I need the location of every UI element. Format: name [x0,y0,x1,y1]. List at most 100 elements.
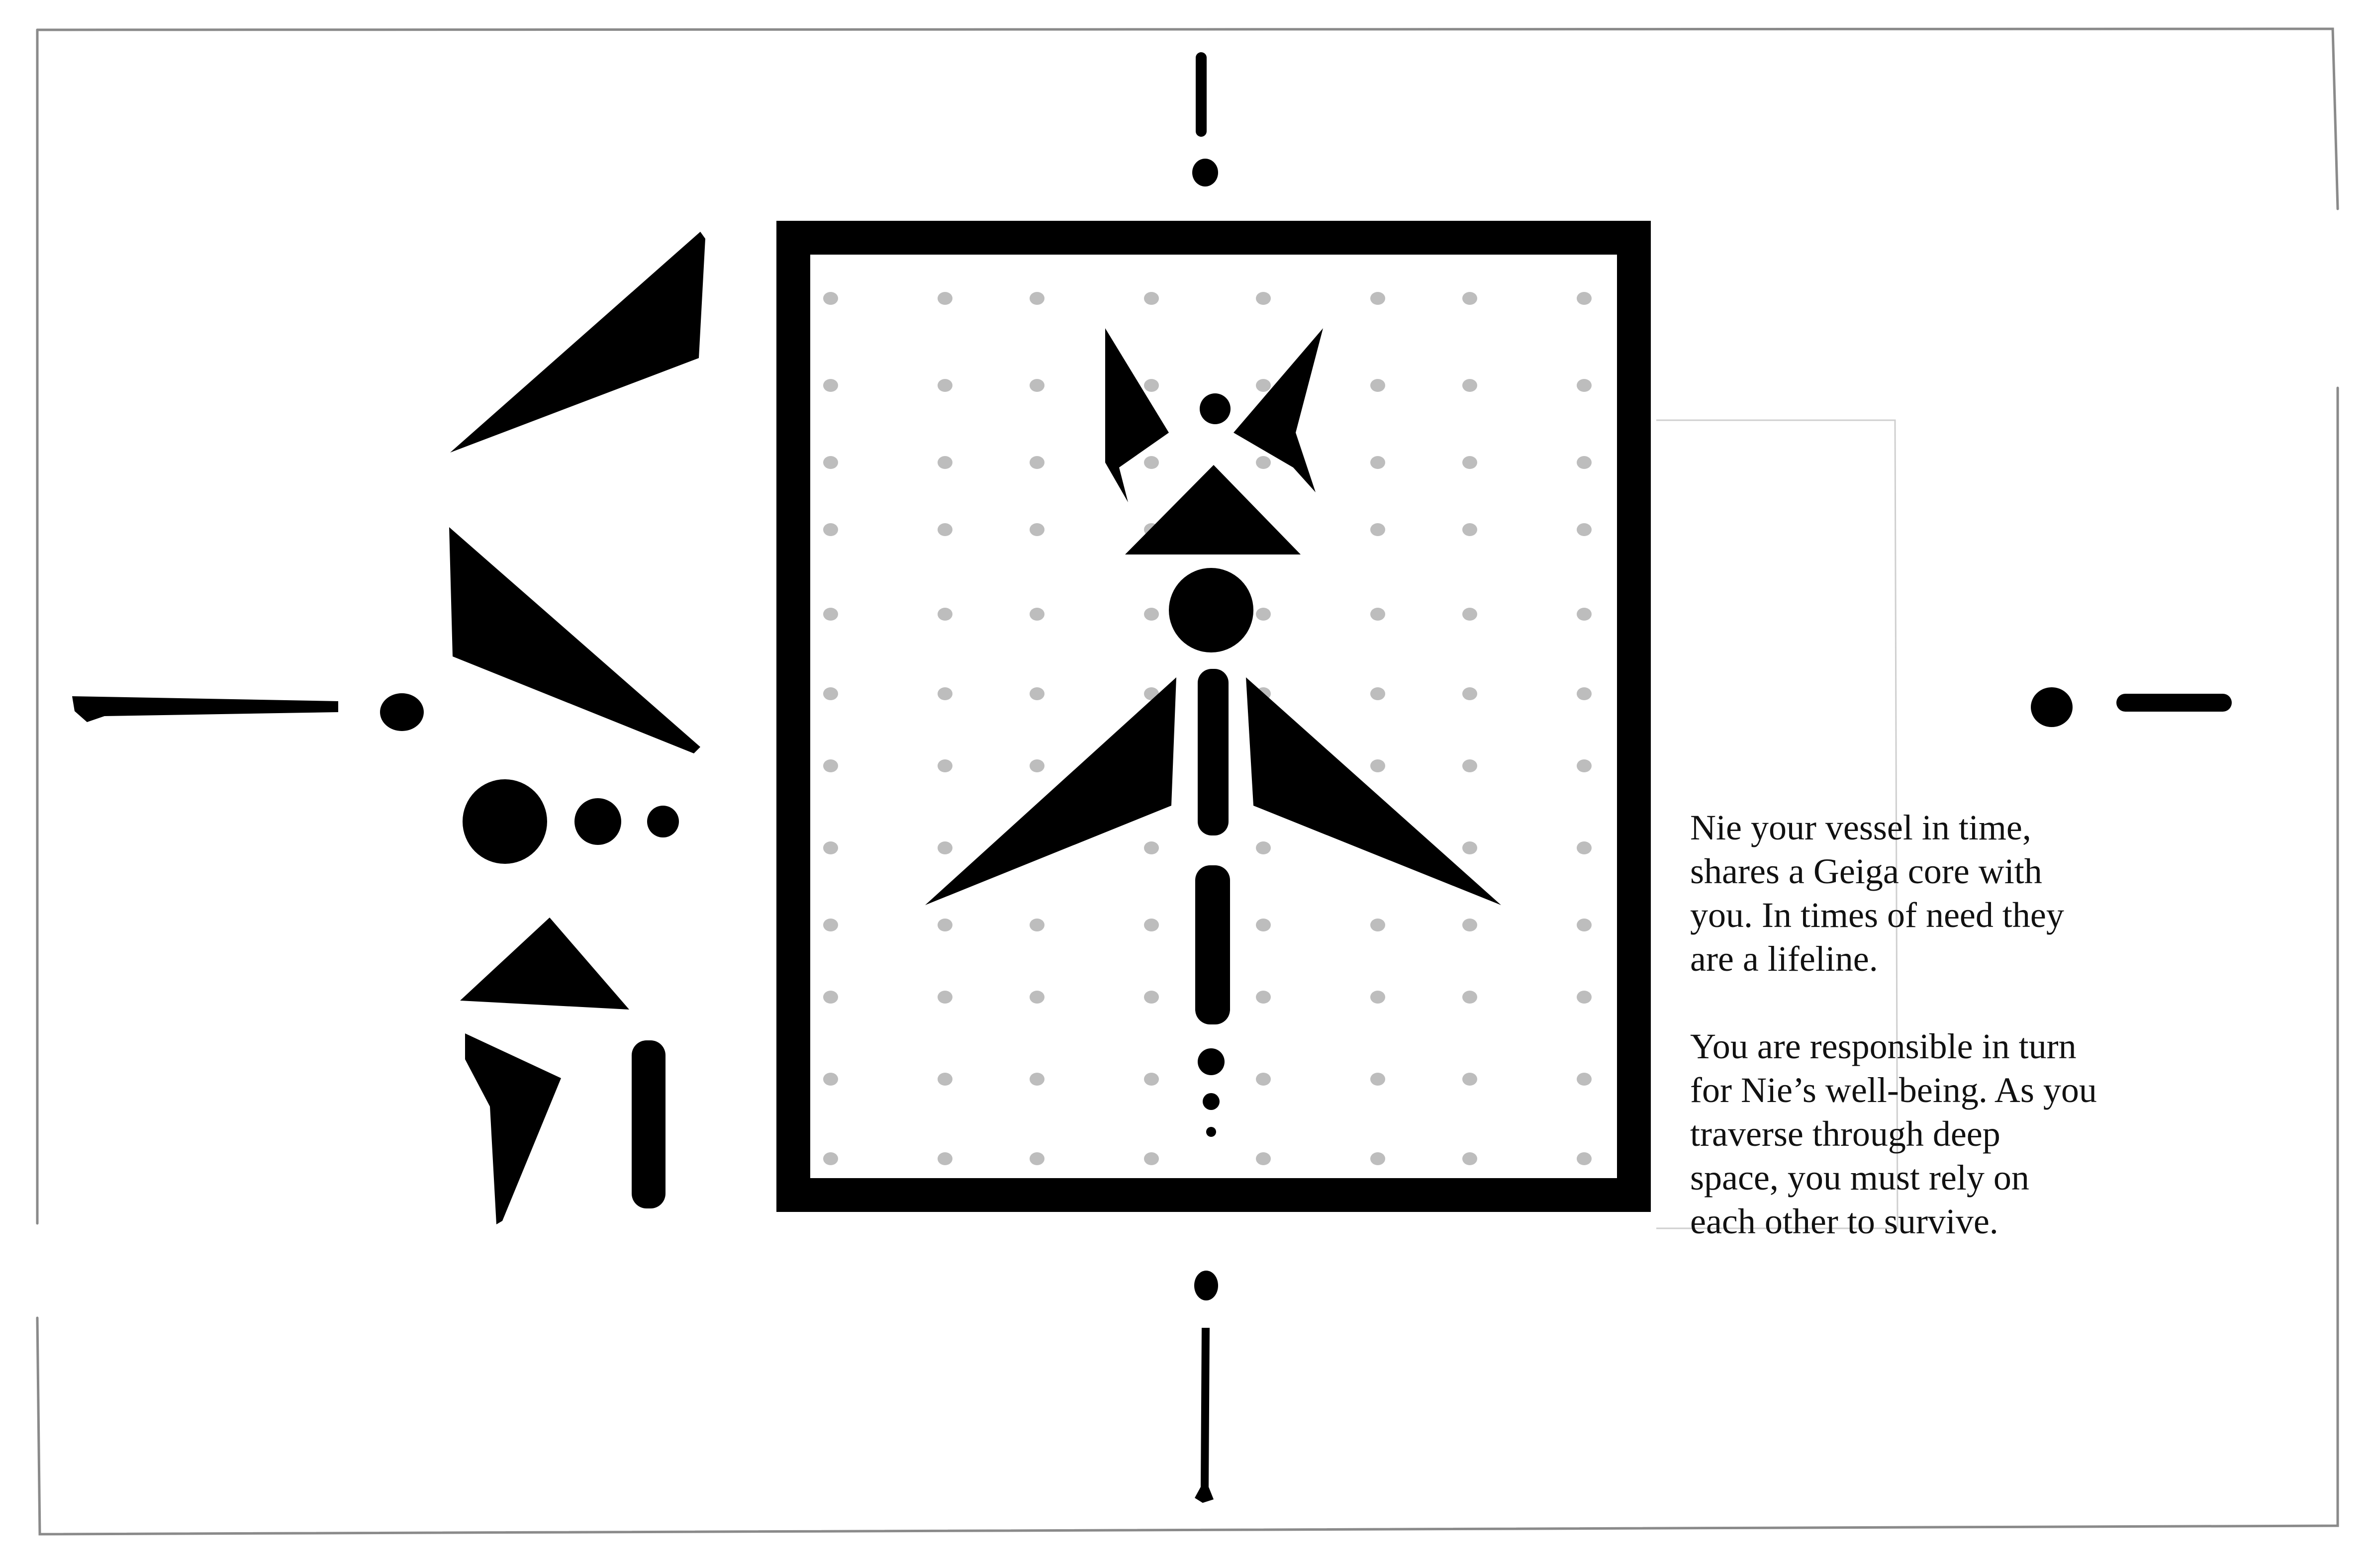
grid-dot [938,523,952,536]
compass-marks [72,52,2232,1503]
grid-dot [1462,759,1477,772]
frame-panel [776,221,1651,1212]
grid-dot [1030,759,1045,772]
grid-dot [1030,991,1045,1004]
caption-line: Nie your vessel in time, [1690,808,2031,847]
grid-dot [823,608,838,621]
grid-dot [938,1073,952,1086]
caption-paragraph-1: Nie your vessel in time, shares a Geiga … [1690,806,2187,981]
dot-grid [823,292,1592,1165]
grid-dot [823,759,838,772]
grid-dot [1030,292,1045,305]
caption-line: traverse through deep [1690,1114,2000,1154]
grid-dot [938,292,952,305]
grid-dot [938,687,952,700]
grid-dot [1144,1073,1159,1086]
grid-dot [1256,991,1271,1004]
grid-dot [1030,687,1045,700]
grid-dot [1144,1152,1159,1165]
grid-dot [1144,608,1159,621]
grid-dot [1577,1152,1592,1165]
grid-dot [1370,379,1385,392]
grid-dot [1577,1073,1592,1086]
grid-dot [1030,1152,1045,1165]
grid-dot [1030,919,1045,931]
grid-dot [1370,608,1385,621]
grid-dot [1144,991,1159,1004]
grid-dot [1577,687,1592,700]
grid-dot [1577,523,1592,536]
grid-dot [1577,919,1592,931]
grid-dot [1256,1152,1271,1165]
grid-dot [823,1073,838,1086]
grid-dot [1144,456,1159,469]
grid-dot [1030,608,1045,621]
caption-line: shares a Geiga core with [1690,851,2042,891]
grid-dot [1370,1073,1385,1086]
grid-dot [1462,292,1477,305]
grid-dot [823,379,838,392]
grid-dot [938,379,952,392]
grid-dot [1462,687,1477,700]
grid-dot [1256,456,1271,469]
caption-line: You are responsible in turn [1690,1026,2077,1066]
inner-faint-lines [1656,419,1899,1229]
grid-dot [938,919,952,931]
grid-dot [1030,456,1045,469]
grid-dot [1462,1073,1477,1086]
grid-dot [1462,456,1477,469]
grid-dot [1462,1152,1477,1165]
grid-dot [1370,991,1385,1004]
grid-dot [938,1152,952,1165]
outer-border [36,27,2339,1536]
caption-line: are a lifeline. [1690,939,1878,979]
grid-dot [1577,456,1592,469]
grid-dot [1144,919,1159,931]
grid-dot [823,919,838,931]
grid-dot [1370,456,1385,469]
grid-dot [938,841,952,854]
caption-paragraph-2: You are responsible in turn for Nie’s we… [1690,1024,2187,1243]
grid-dot [1462,919,1477,931]
grid-dot [1256,379,1271,392]
grid-dot [938,759,952,772]
grid-dot [1256,608,1271,621]
grid-dot [823,456,838,469]
grid-dot [1577,759,1592,772]
grid-dot [938,456,952,469]
grid-dot [1370,919,1385,931]
caption-line: space, you must rely on [1690,1158,2029,1198]
grid-dot [823,1152,838,1165]
grid-dot [1030,379,1045,392]
grid-dot [1144,292,1159,305]
grid-dot [1030,523,1045,536]
grid-dot [1256,292,1271,305]
grid-dot [823,292,838,305]
grid-dot [1577,841,1592,854]
grid-dot [1370,523,1385,536]
grid-dot [1370,1152,1385,1165]
grid-dot [1256,919,1271,931]
grid-dot [1462,379,1477,392]
caption-line: you. In times of need they [1690,895,2064,935]
grid-dot [1577,292,1592,305]
grid-dot [938,608,952,621]
grid-dot [1370,759,1385,772]
grid-dot [1370,687,1385,700]
grid-dot [1144,841,1159,854]
grid-dot [1462,991,1477,1004]
left-glyphs [449,232,705,1224]
grid-dot [1577,991,1592,1004]
grid-dot [823,991,838,1004]
grid-dot [1577,379,1592,392]
grid-dot [1577,608,1592,621]
caption-line: for Nie’s well-being. As you [1690,1070,2097,1110]
grid-dot [823,687,838,700]
nie-vessel-glyph [925,328,1501,1137]
grid-dot [1462,523,1477,536]
grid-dot [1256,1073,1271,1086]
grid-dot [1370,292,1385,305]
grid-dot [938,991,952,1004]
grid-dot [1030,1073,1045,1086]
